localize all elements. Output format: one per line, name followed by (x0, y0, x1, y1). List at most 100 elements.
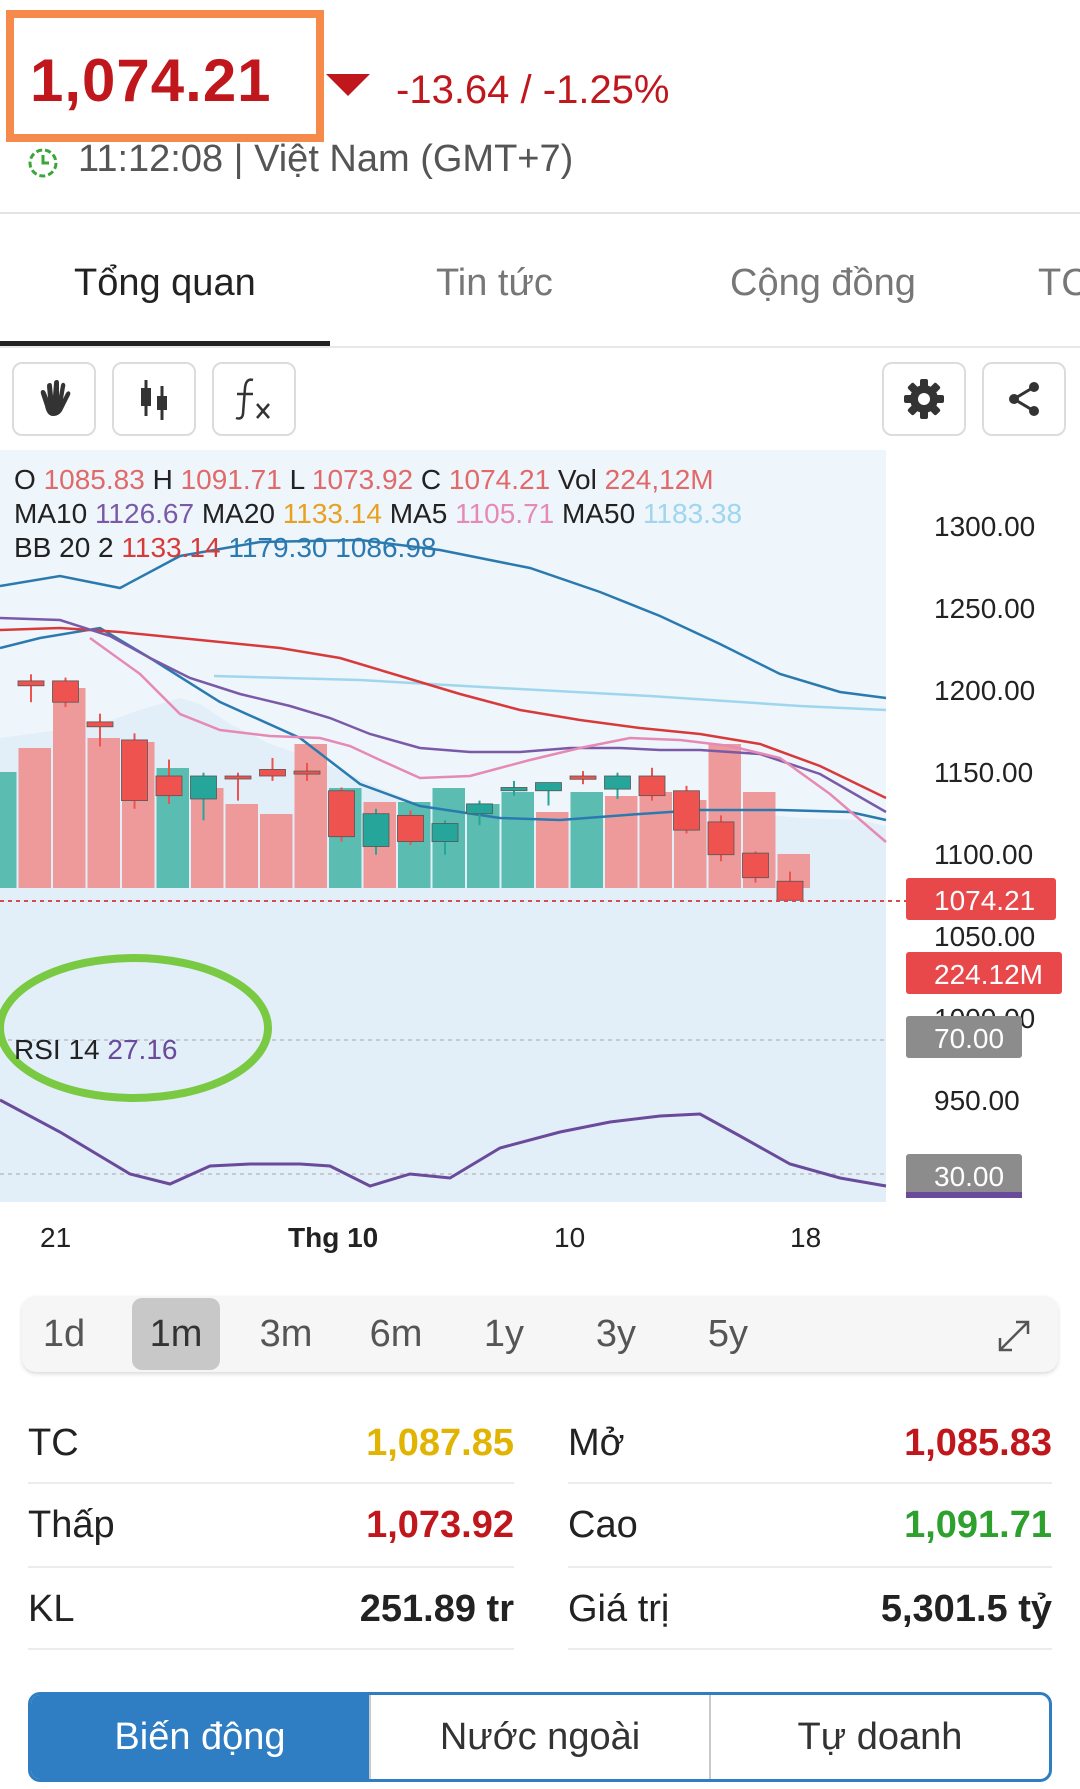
candle-body (259, 769, 286, 777)
stat-gt-value: 5,301.5 tỷ (880, 1588, 1052, 1630)
period-1d[interactable]: 1d (42, 1313, 86, 1355)
volume-bar (639, 792, 672, 888)
candlestick (569, 771, 597, 785)
candle-body (742, 852, 769, 879)
candle-body (155, 775, 183, 797)
candlestick-layer (17, 674, 804, 901)
stat-thap-label: Thấp (28, 1504, 115, 1546)
period-3m[interactable]: 3m (259, 1313, 313, 1355)
tab-tin-tuc[interactable]: Tin tức (436, 262, 553, 304)
chart-settings-button[interactable] (882, 362, 966, 436)
period-1y[interactable]: 1y (483, 1313, 525, 1355)
trading-segmented-control: Biến động Nước ngoài Tự doanh (28, 1692, 1052, 1782)
period-3y[interactable]: 3y (595, 1313, 637, 1355)
price-chart[interactable]: 1300.00 1250.00 1200.00 1150.00 1100.00 … (0, 448, 1080, 1208)
period-5y[interactable]: 5y (707, 1313, 749, 1355)
rsi-current-marker (906, 1192, 1022, 1198)
bb-upper-line (0, 538, 887, 700)
volume-bar (87, 738, 120, 888)
legend-ma20-label: MA20 (201, 498, 276, 529)
header-divider (0, 212, 1080, 214)
share-button[interactable] (982, 362, 1066, 436)
period-6m[interactable]: 6m (369, 1313, 423, 1355)
gear-icon (904, 379, 944, 419)
ma50-line (213, 674, 887, 712)
stat-cao-value: 1,091.71 (904, 1504, 1052, 1546)
volume-bar (0, 772, 17, 888)
volume-bar (570, 792, 603, 888)
legend-ma20-value: 1133.14 (282, 498, 382, 529)
tab-tc[interactable]: TC (1038, 262, 1080, 304)
candlestick (673, 785, 700, 834)
stat-divider (28, 1482, 514, 1484)
segment-tu-doanh[interactable]: Tự doanh (797, 1715, 963, 1758)
candle-body (604, 775, 631, 790)
indicators-button[interactable] (212, 362, 296, 436)
stat-kl-value: 251.89 tr (359, 1588, 514, 1630)
candle-body (707, 821, 735, 856)
ma5-line (89, 636, 887, 843)
candle-body (569, 775, 597, 780)
candle-body (190, 775, 217, 800)
volume-bar (18, 748, 51, 888)
share-icon (1009, 382, 1039, 416)
legend-c-label: C (420, 464, 442, 495)
rsi-line (0, 1098, 887, 1188)
legend-o-value: 1085.83 (43, 464, 145, 495)
legend-rsi-value: 27.16 (107, 1034, 178, 1065)
volume-bar (260, 814, 293, 888)
candle-body (17, 680, 45, 687)
tab-divider (0, 346, 1080, 348)
candlestick (259, 757, 286, 781)
chart-type-button[interactable] (112, 362, 196, 436)
candle-body (673, 790, 700, 831)
pan-tool-button[interactable] (12, 362, 96, 436)
stat-thap-value: 1,073.92 (366, 1504, 514, 1546)
x-axis-label-21: 21 (40, 1222, 72, 1253)
stat-divider (568, 1648, 1052, 1650)
legend-ma5-value: 1105.71 (455, 498, 555, 529)
volume-bar (191, 788, 224, 888)
stat-cao-label: Cao (568, 1504, 638, 1546)
legend-ma50-label: MA50 (562, 498, 636, 529)
candlestick (293, 762, 321, 781)
price-change: -13.64 / -1.25% (396, 68, 670, 112)
legend-rsi-label: RSI 14 (14, 1034, 100, 1065)
volume-bar (536, 812, 569, 888)
hand-icon (40, 380, 71, 416)
candlestick (362, 808, 390, 855)
candlestick (52, 677, 79, 708)
last-volume-badge-text: 224.12M (934, 959, 1043, 990)
volume-bar (501, 792, 534, 888)
volume-bar (398, 802, 431, 888)
axis-label-950: 950.00 (934, 1085, 1020, 1116)
segment-nuoc-ngoai[interactable]: Nước ngoài (371, 1695, 711, 1779)
stat-divider (28, 1648, 514, 1650)
candlestick (500, 780, 528, 796)
stat-kl-label: KL (28, 1588, 75, 1630)
legend-o-label: O (14, 464, 36, 495)
period-1m[interactable]: 1m (132, 1298, 220, 1370)
price-highlight-box (6, 10, 324, 142)
tab-tong-quan[interactable]: Tổng quan (74, 262, 256, 304)
candle-body (431, 823, 459, 842)
candlestick (190, 772, 217, 821)
legend-h-label: H (152, 464, 173, 495)
x-axis-label-month: Thg 10 (288, 1222, 379, 1253)
candlestick (431, 820, 459, 855)
expand-icon[interactable] (994, 1316, 1034, 1356)
candlestick (604, 772, 631, 799)
price-down-arrow-icon (326, 74, 370, 96)
legend-h-value: 1091.71 (180, 464, 282, 495)
segment-bien-dong[interactable]: Biến động (31, 1695, 371, 1779)
axis-label-1300: 1300.00 (934, 511, 1035, 542)
candlestick-icon (141, 380, 167, 420)
stat-divider (568, 1482, 1052, 1484)
legend-ma5-label: MA5 (389, 498, 448, 529)
legend-bb-mid: 1133.14 (121, 532, 221, 563)
legend-ma50-value: 1183.38 (642, 498, 743, 529)
x-axis-label-10: 10 (554, 1222, 586, 1253)
rsi-legend: RSI 14 27.16 (14, 1034, 177, 1066)
tab-cong-dong[interactable]: Cộng đồng (730, 262, 916, 304)
legend-bb-label: BB 20 2 (14, 532, 114, 563)
